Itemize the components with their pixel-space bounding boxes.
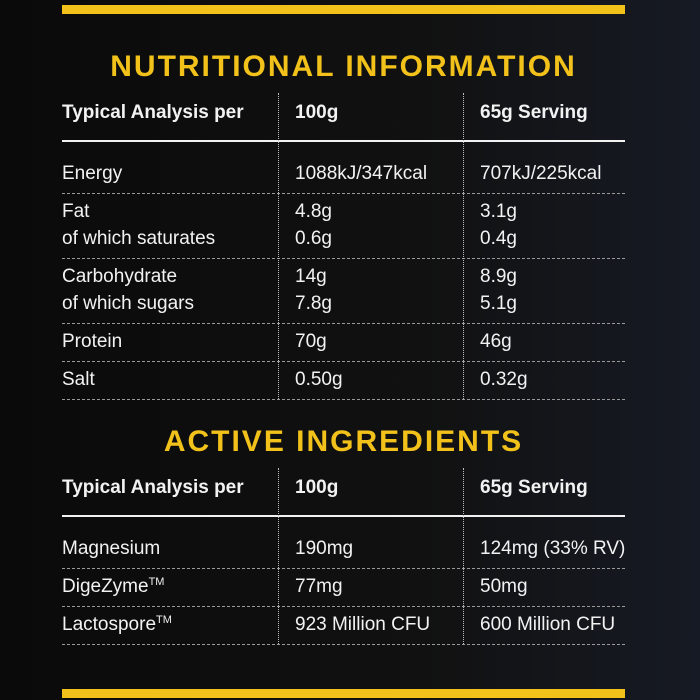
cell-text: 190mg [295, 538, 354, 559]
cell-text: 600 Million CFU [480, 614, 616, 635]
cell-text: Magnesium [62, 538, 161, 559]
cell-text: LactosporeTM [62, 613, 172, 637]
row-divider [62, 258, 625, 259]
row-divider [62, 399, 625, 400]
cell-text: 5.1g [480, 293, 517, 314]
header-rule [62, 515, 625, 517]
cell-text: 14g [295, 266, 327, 287]
cell-text: Energy [62, 163, 123, 184]
column-header: Typical Analysis per [62, 477, 244, 498]
top-bar [62, 5, 625, 14]
cell-text: 4.8g [295, 201, 332, 222]
section-title: NUTRITIONAL INFORMATION [110, 50, 577, 83]
column-header: 65g Serving [480, 477, 588, 498]
cell-text: 707kJ/225kcal [480, 163, 602, 184]
column-header: 100g [295, 102, 339, 123]
cell-text: Carbohydrate [62, 266, 178, 287]
cell-text: Salt [62, 369, 95, 390]
cell-text: 0.50g [295, 369, 343, 390]
cell-text: 0.4g [480, 228, 517, 249]
cell-text: Fat [62, 201, 90, 222]
cell-text: 8.9g [480, 266, 517, 287]
cell-text: 0.32g [480, 369, 528, 390]
row-divider [62, 568, 625, 569]
cell-text: DigeZyme [62, 576, 149, 597]
cell-text: Lactospore [62, 614, 157, 635]
header-rule [62, 140, 625, 142]
cell-text: 50mg [480, 576, 528, 597]
cell-text: 923 Million CFU [295, 614, 431, 635]
cell-text: of which sugars [62, 293, 195, 314]
cell-text: 7.8g [295, 293, 332, 314]
cell-text: 70g [295, 331, 327, 352]
column-header: 100g [295, 477, 339, 498]
cell-text: DigeZymeTM [62, 575, 164, 599]
cell-text: of which saturates [62, 228, 216, 249]
cell-text: Protein [62, 331, 123, 352]
cell-text: 124mg (33% RV) [480, 538, 626, 559]
column-header: 65g Serving [480, 102, 588, 123]
superscript: TM [156, 614, 172, 626]
row-divider [62, 606, 625, 607]
cell-text: 3.1g [480, 201, 517, 222]
column-divider [463, 468, 464, 644]
cell-text: 46g [480, 331, 512, 352]
cell-text: 77mg [295, 576, 343, 597]
superscript: TM [148, 576, 165, 588]
cell-text: 1088kJ/347kcal [295, 163, 428, 184]
column-divider [278, 468, 279, 644]
row-divider [62, 323, 625, 324]
column-divider [278, 93, 279, 399]
row-divider [62, 193, 625, 194]
cell-text: 0.6g [295, 228, 332, 249]
row-divider [62, 361, 625, 362]
row-divider [62, 644, 625, 645]
bottom-bar [62, 689, 625, 698]
column-divider [463, 93, 464, 399]
column-header: Typical Analysis per [62, 102, 244, 123]
section-title: ACTIVE INGREDIENTS [163, 425, 524, 458]
